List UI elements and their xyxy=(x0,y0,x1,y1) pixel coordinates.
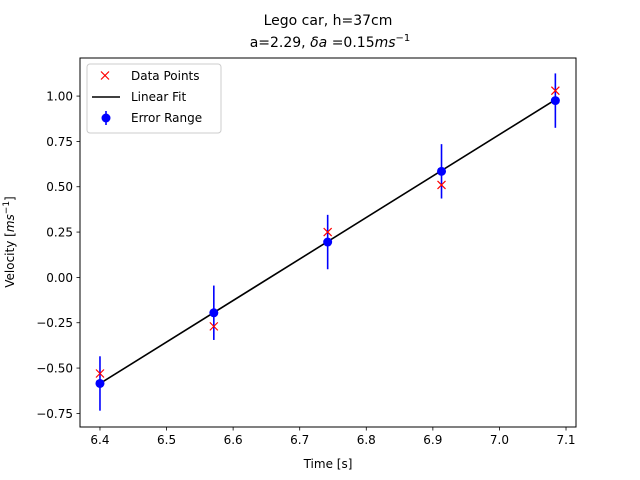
x-tick-label: 7.1 xyxy=(556,433,575,447)
error-range-point xyxy=(437,166,447,176)
chart-subtitle: a=2.29, δa =0.15ms−1 xyxy=(250,33,411,51)
chart-title: Lego car, h=37cm xyxy=(264,13,393,29)
x-tick-label: 6.9 xyxy=(423,433,442,447)
error-range-point xyxy=(209,308,219,318)
data-point-marker xyxy=(550,86,560,96)
data-point-marker xyxy=(209,321,219,331)
legend-marker-x xyxy=(100,71,110,80)
plot-area xyxy=(95,73,560,411)
legend-box xyxy=(86,63,222,134)
x-tick-label: 7.0 xyxy=(490,433,509,447)
error-range-point xyxy=(95,378,105,388)
y-tick-label: −0.75 xyxy=(36,407,73,421)
x-axis-label: Time [s] xyxy=(303,457,353,471)
y-tick-label: −0.50 xyxy=(36,362,73,376)
y-tick-label: 0.25 xyxy=(46,226,73,240)
legend-label-linear-fit: Linear Fit xyxy=(131,90,186,104)
data-point-marker xyxy=(95,369,105,378)
error-range-point xyxy=(323,237,333,247)
x-tick-label: 6.4 xyxy=(90,433,109,447)
legend-marker-errorbar xyxy=(101,111,111,125)
x-tick-label: 6.7 xyxy=(290,433,309,447)
legend: Data Points Linear Fit Error Range xyxy=(86,63,222,134)
axes-frame xyxy=(79,57,577,428)
y-tick-label: 0.50 xyxy=(46,180,73,194)
legend-label-error-range: Error Range xyxy=(131,111,202,125)
y-tick-label: −0.25 xyxy=(36,316,73,330)
x-tick-label: 6.6 xyxy=(224,433,243,447)
y-tick-label: 0.75 xyxy=(46,135,73,149)
legend-label-data-points: Data Points xyxy=(131,69,200,83)
data-point-marker xyxy=(437,180,446,190)
y-axis-label: Velocity [ms−1] xyxy=(2,196,17,288)
x-tick-label: 6.5 xyxy=(157,433,176,447)
x-tick-label: 6.8 xyxy=(357,433,376,447)
data-point-marker xyxy=(323,227,333,237)
y-tick-label: 1.00 xyxy=(46,90,73,104)
axis-ticks: 6.4 6.5 6.6 6.7 6.8 6.9 7.0 7.1 −0.75 −0.50 −0.25 0… xyxy=(36,90,575,447)
y-tick-label: 0.00 xyxy=(46,271,73,285)
error-range-point xyxy=(550,96,560,106)
